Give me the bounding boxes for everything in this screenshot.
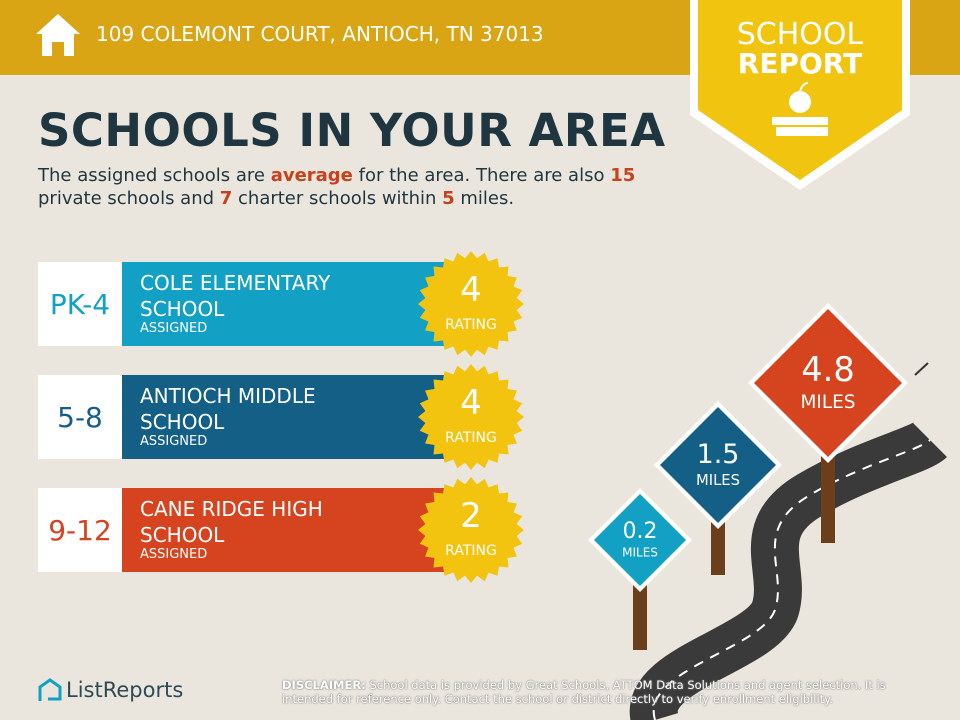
rating-seal: 2 RATING	[418, 477, 524, 583]
sign-distance: 1.5	[697, 439, 740, 470]
badge-bottom: REPORT	[738, 47, 862, 80]
sign-distance: 0.2	[623, 519, 658, 544]
badge: SCHOOL REPORT	[690, 0, 910, 190]
sign-unit: MILES	[800, 392, 855, 413]
seal	[418, 364, 524, 470]
sign-unit: MILES	[696, 472, 740, 489]
intro-part: 5	[442, 188, 455, 209]
brand-logo	[38, 678, 62, 701]
badge-top: SCHOOL	[737, 17, 864, 52]
sign	[660, 407, 776, 523]
sign-distance: 4.8	[801, 350, 854, 389]
school-name: CANE RIDGE HIGH SCHOOL	[140, 497, 323, 547]
rating: 4	[460, 383, 482, 423]
grades: PK-4	[38, 262, 122, 346]
intro-part: miles.	[454, 188, 515, 209]
home-icon	[36, 14, 80, 56]
rating: 4	[460, 270, 482, 310]
title: SCHOOLS IN YOUR AREA	[38, 104, 666, 157]
sign	[594, 494, 686, 586]
intro-part: average	[270, 165, 353, 186]
intro-part: private schools and	[38, 188, 220, 209]
school-row: PK-4 COLE ELEMENTARY SCHOOL ASSIGNED 4 RATIN…	[38, 251, 524, 357]
school-row: 5-8 ANTIOCH MIDDLE SCHOOL ASSIGNED 4 RATING	[38, 364, 524, 470]
rating-seal: 4 RATING	[418, 251, 524, 357]
grades: 5-8	[38, 375, 122, 459]
school-name: COLE ELEMENTARY SCHOOL	[140, 271, 331, 321]
intro-part: charter schools within	[232, 188, 443, 209]
disclaimer-label: DISCLAIMER:	[282, 678, 366, 692]
disclaimer: DISCLAIMER: School data is provided by G…	[282, 678, 922, 706]
brand: ListReports	[66, 678, 184, 702]
rating-seal: 4 RATING	[418, 364, 524, 470]
intro-part: The assigned schools are	[38, 165, 271, 186]
school-bar: ANTIOCH MIDDLE SCHOOL ASSIGNED	[122, 375, 458, 459]
rating-label: RATING	[445, 317, 497, 333]
rating: 2	[460, 496, 482, 536]
intro-part: 15	[610, 165, 636, 186]
intro-part: for the area. There are also	[352, 165, 611, 186]
seal	[418, 477, 524, 583]
intro-part: 7	[219, 188, 233, 209]
sign	[754, 309, 902, 457]
seal	[418, 251, 524, 357]
rating-label: RATING	[445, 543, 497, 559]
grades: 9-12	[38, 488, 122, 572]
school-row: 9-12 CANE RIDGE HIGH SCHOOL ASSIGNED 2 RATIN…	[38, 477, 524, 583]
sign-unit: MILES	[622, 545, 658, 559]
disclaimer-text: School data is provided by Great Schools…	[282, 678, 886, 706]
school-bar: COLE ELEMENTARY SCHOOL ASSIGNED	[122, 262, 458, 346]
school-status: ASSIGNED	[140, 434, 208, 449]
school-status: ASSIGNED	[140, 321, 208, 336]
address: 109 COLEMONT COURT, ANTIOCH, TN 37013	[96, 22, 544, 46]
school-status: ASSIGNED	[140, 547, 208, 562]
school-name: ANTIOCH MIDDLE SCHOOL	[140, 384, 316, 434]
school-bar: CANE RIDGE HIGH SCHOOL ASSIGNED	[122, 488, 458, 572]
rating-label: RATING	[445, 430, 497, 446]
intro: The assigned schools are average for the…	[38, 164, 688, 210]
